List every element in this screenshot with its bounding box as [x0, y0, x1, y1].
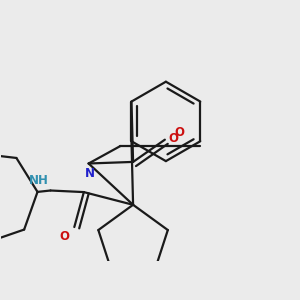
- Text: O: O: [168, 132, 178, 145]
- Text: O: O: [174, 126, 184, 139]
- Text: O: O: [59, 230, 70, 243]
- Text: N: N: [85, 167, 95, 180]
- Text: NH: NH: [29, 174, 49, 187]
